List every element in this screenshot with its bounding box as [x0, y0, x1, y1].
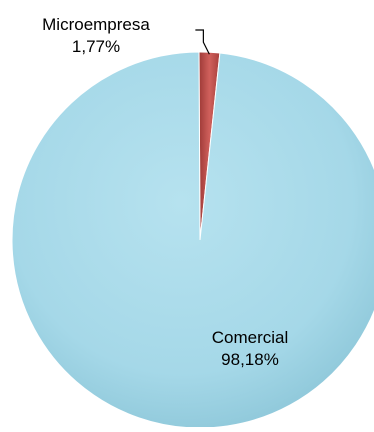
slice-value-microempresa: 1,77% [72, 37, 120, 56]
slice-label-comercial: Comercial [212, 328, 289, 347]
slice-label-microempresa: Microempresa [42, 15, 150, 34]
pie-slice-comercial [11, 51, 374, 429]
leader-line-microempresa [195, 29, 210, 55]
slice-value-comercial: 98,18% [221, 350, 279, 369]
